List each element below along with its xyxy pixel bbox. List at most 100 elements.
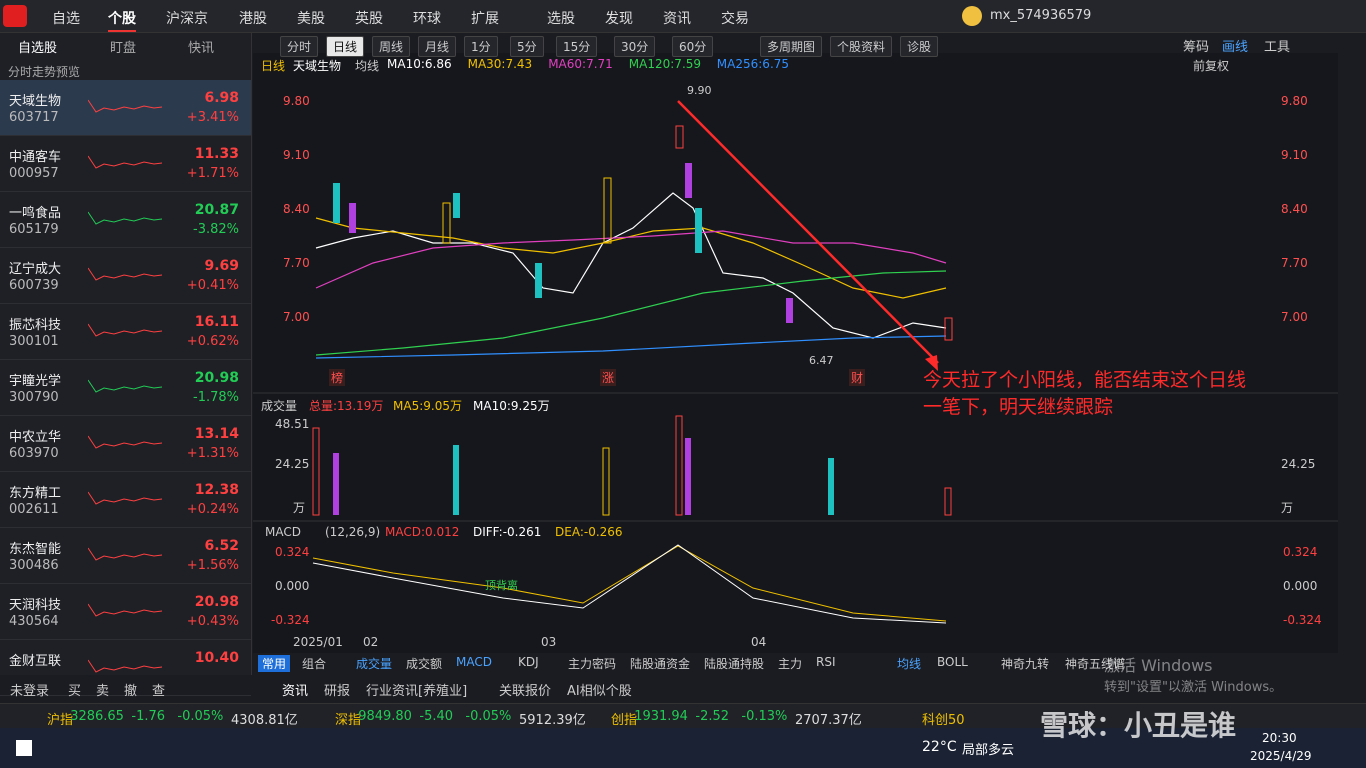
overlay-tab[interactable]: BOLL: [937, 655, 968, 669]
overlay-tab[interactable]: 神奇九转: [1001, 657, 1050, 671]
stock-row[interactable]: 中通客车 000957 11.33 +1.71%: [0, 136, 251, 192]
toolbar-button[interactable]: 多周期图: [760, 36, 823, 57]
stock-change: -1.78%: [193, 390, 239, 405]
volume-bar: [602, 447, 610, 516]
username[interactable]: mx_574936579: [990, 8, 1092, 23]
nav-tab[interactable]: 环球: [413, 11, 441, 27]
indicator-tab[interactable]: KDJ: [518, 655, 539, 669]
trade-button[interactable]: 撤: [124, 684, 138, 699]
nav-tab[interactable]: 美股: [297, 11, 325, 27]
trade-button[interactable]: 未登录: [10, 684, 50, 699]
toolbar-button[interactable]: 5分: [510, 36, 544, 57]
toolbar-button[interactable]: 个股资料: [830, 36, 893, 57]
activate-title: 激活 Windows: [1104, 656, 1213, 675]
indicator-tab[interactable]: 主力密码: [568, 657, 617, 671]
stock-row[interactable]: 宇瞳光学 300790 20.98 -1.78%: [0, 360, 251, 416]
stock-row[interactable]: 中农立华 603970 13.14 +1.31%: [0, 416, 251, 472]
sparkline: [88, 379, 163, 393]
stock-row[interactable]: 天域生物 603717 6.98 +3.41%: [0, 80, 251, 136]
trade-button[interactable]: 查: [152, 684, 166, 699]
stock-price: 11.33: [194, 146, 239, 162]
nav-tab[interactable]: 扩展: [471, 11, 499, 27]
trade-button[interactable]: 卖: [96, 684, 110, 699]
ma-value: MA60:7.71: [548, 57, 613, 71]
nav-tab[interactable]: 英股: [355, 11, 383, 27]
nav-tab[interactable]: 资讯: [663, 11, 691, 27]
toolbar-button[interactable]: 日线: [326, 36, 365, 57]
toolbar-button[interactable]: 60分: [672, 36, 714, 57]
indicator-tab[interactable]: 成交量: [356, 657, 393, 671]
volume-bar: [685, 438, 691, 515]
annotation: 一笔下，明天继续跟踪: [923, 396, 1114, 418]
nav-tab[interactable]: 发现: [605, 11, 633, 27]
index-name: 深指: [335, 713, 362, 728]
candle: [675, 125, 684, 149]
nav-tab[interactable]: 个股: [108, 8, 136, 32]
info-tab[interactable]: AI相似个股: [567, 684, 632, 699]
overlay-tab[interactable]: 均线: [897, 657, 922, 671]
sidebar-tab[interactable]: 自选股: [18, 41, 58, 56]
stock-code: 605179: [9, 222, 59, 237]
price-tick-right: 7.00: [1281, 310, 1308, 324]
nav-tab[interactable]: 选股: [547, 11, 575, 27]
clock-time: 20:30: [1262, 731, 1297, 745]
indicator-group[interactable]: 组合: [302, 657, 327, 671]
sidebar-tab[interactable]: 快讯: [188, 41, 215, 56]
nav-tab[interactable]: 港股: [239, 11, 267, 27]
volume-tick: 48.51: [275, 417, 310, 431]
candle: [944, 317, 953, 341]
indicator-tab[interactable]: 陆股通持股: [704, 657, 765, 671]
sparkline-path: [88, 603, 163, 617]
toolbar-right[interactable]: 画线: [1222, 40, 1249, 55]
stock-price: 6.98: [204, 90, 239, 106]
toolbar-right[interactable]: 筹码: [1183, 40, 1210, 55]
toolbar-button[interactable]: 周线: [372, 36, 411, 57]
macd-params: (12,26,9): [325, 525, 381, 539]
sidebar-tab[interactable]: 盯盘: [110, 41, 137, 56]
indicator-tab[interactable]: RSI: [816, 655, 836, 669]
avatar[interactable]: [962, 6, 982, 26]
info-tab[interactable]: 研报: [324, 684, 351, 699]
stock-row[interactable]: 东方精工 002611 12.38 +0.24%: [0, 472, 251, 528]
nav-tab[interactable]: 沪深京: [166, 11, 208, 27]
sparkline-path: [88, 267, 163, 281]
candle: [695, 208, 702, 253]
toolbar-button[interactable]: 诊股: [900, 36, 939, 57]
indicator-tab[interactable]: 主力: [778, 657, 803, 671]
annotation-arrow: [677, 100, 939, 364]
stock-row[interactable]: 辽宁成大 600739 9.69 +0.41%: [0, 248, 251, 304]
sparkline: [88, 323, 163, 337]
indicator-group[interactable]: 常用: [258, 655, 291, 672]
stock-price: 6.52: [204, 538, 239, 554]
stock-row[interactable]: 金财互联 10.40: [0, 640, 251, 696]
toolbar-button[interactable]: 1分: [464, 36, 498, 57]
start-button[interactable]: [16, 740, 32, 756]
candle: [685, 163, 692, 198]
toolbar-button[interactable]: 分时: [280, 36, 319, 57]
nav-tab[interactable]: 交易: [721, 11, 749, 27]
indicator-tab[interactable]: MACD: [456, 655, 492, 669]
toolbar-button[interactable]: 月线: [418, 36, 457, 57]
overlay-tab[interactable]: 神奇五线谱: [1065, 657, 1126, 671]
indicator-tab[interactable]: 成交额: [406, 657, 443, 671]
trade-button[interactable]: 买: [68, 684, 82, 699]
stock-row[interactable]: 东杰智能 300486 6.52 +1.56%: [0, 528, 251, 584]
stock-row[interactable]: 天润科技 430564 20.98 +0.43%: [0, 584, 251, 640]
toolbar-button[interactable]: 30分: [614, 36, 656, 57]
info-tab[interactable]: 行业资讯[养殖业]: [366, 684, 468, 699]
nav-tab[interactable]: 自选: [52, 11, 80, 27]
stock-change: +0.62%: [186, 334, 239, 349]
stock-code: 300101: [9, 334, 59, 349]
price-tick-right: 8.40: [1281, 202, 1308, 216]
toolbar-button[interactable]: 15分: [556, 36, 598, 57]
toolbar-right[interactable]: 工具: [1264, 40, 1291, 55]
stock-row[interactable]: 一鸣食品 605179 20.87 -3.82%: [0, 192, 251, 248]
stock-row[interactable]: 振芯科技 300101 16.11 +0.62%: [0, 304, 251, 360]
stock-code: 603717: [9, 110, 59, 125]
info-tab[interactable]: 资讯: [282, 684, 309, 699]
indicator-tab[interactable]: 陆股通资金: [630, 657, 691, 671]
app-logo: [3, 5, 27, 27]
sparkline-path: [88, 491, 163, 505]
info-tab[interactable]: 关联报价: [499, 684, 552, 699]
adjust[interactable]: 前复权: [1193, 59, 1230, 73]
